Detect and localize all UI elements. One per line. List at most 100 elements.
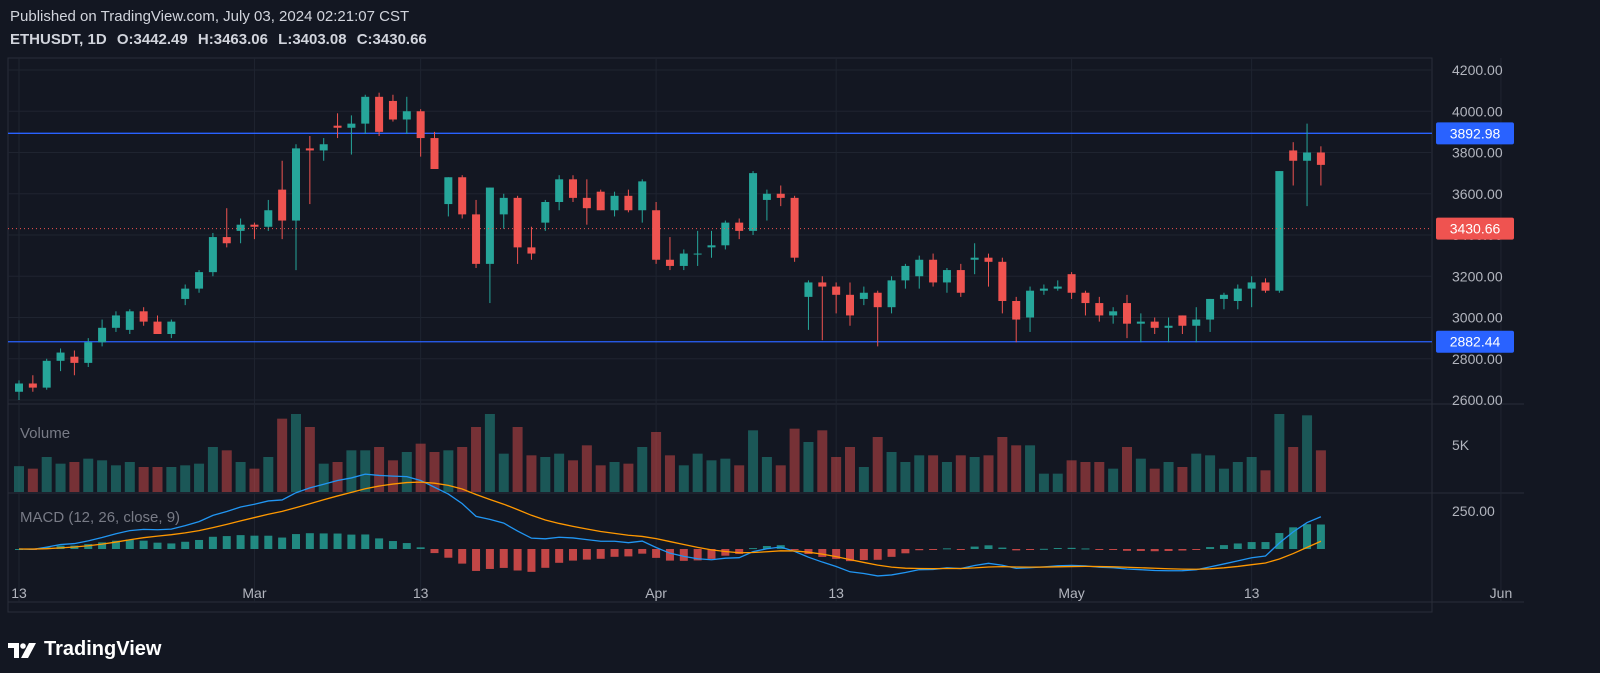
volume-bar — [318, 463, 329, 492]
macd-histogram-bar — [693, 549, 702, 561]
volume-bar — [706, 460, 717, 492]
candle-body — [832, 286, 841, 295]
candle-body — [527, 247, 536, 254]
volume-bar — [817, 430, 828, 492]
volume-bar — [221, 450, 232, 492]
volume-bar — [1108, 468, 1119, 492]
candle-body — [98, 327, 107, 343]
candle-body — [1261, 282, 1270, 291]
macd-histogram-bar — [998, 547, 1007, 549]
candle-body — [665, 259, 674, 266]
candle-body — [998, 261, 1007, 301]
macd-histogram-bar — [1316, 524, 1325, 549]
macd-histogram-bar — [195, 539, 204, 549]
candle-body — [970, 257, 979, 260]
macd-histogram-bar — [569, 549, 577, 561]
candle-body — [846, 294, 854, 316]
time-tick-label: 13 — [1244, 585, 1260, 601]
volume-bar — [720, 458, 731, 492]
candle-body — [42, 360, 51, 388]
volume-bar — [291, 414, 301, 492]
volume-bar — [775, 465, 786, 492]
volume-bar — [526, 455, 537, 492]
close-value: C:3430.66 — [356, 31, 427, 48]
volume-bar — [900, 462, 911, 492]
candle-body — [499, 197, 508, 215]
brand-name: TradingView — [44, 638, 162, 660]
volume-bar — [568, 460, 578, 492]
volume-bar — [761, 457, 772, 492]
candle-body — [444, 177, 453, 205]
volume-bar — [235, 462, 246, 492]
macd-histogram-bar — [84, 544, 93, 549]
time-tick-label: 13 — [11, 585, 27, 601]
macd-histogram-bar — [458, 549, 467, 564]
volume-bar — [692, 453, 703, 492]
volume-bar — [664, 455, 675, 492]
volume-bar — [471, 427, 482, 492]
candle-body — [195, 272, 204, 289]
candle-body — [15, 383, 23, 392]
candle-body — [361, 96, 370, 124]
candle-body — [1219, 294, 1228, 299]
price-tick-label: 4200.00 — [1452, 62, 1503, 78]
volume-bar — [872, 437, 883, 492]
candle-body — [887, 280, 896, 308]
volume-bar — [1191, 453, 1202, 492]
macd-histogram-bar — [818, 549, 827, 557]
macd-histogram-bar — [721, 549, 730, 556]
candle-body — [596, 191, 605, 211]
macd-histogram-bar — [610, 549, 619, 557]
volume-bar — [1038, 473, 1049, 492]
macd-histogram-bar — [846, 549, 854, 562]
tradingview-logo[interactable]: TradingView — [8, 638, 161, 661]
volume-bar — [457, 447, 468, 492]
candle-body — [236, 224, 245, 231]
volume-bar — [1135, 458, 1146, 492]
time-tick-label: May — [1058, 585, 1084, 601]
candle-body — [1316, 152, 1325, 165]
macd-histogram-bar — [1136, 549, 1145, 551]
macd-histogram-bar — [1206, 547, 1215, 549]
volume-bar — [249, 468, 260, 492]
macd-histogram-bar — [735, 549, 744, 554]
macd-histogram-bar — [1026, 549, 1035, 550]
last-price-label: 3430.66 — [1450, 221, 1501, 237]
candle-body — [139, 311, 148, 322]
macd-histogram-bar — [416, 547, 425, 549]
macd-histogram-bar — [1081, 548, 1090, 550]
time-tick-label: Jun — [1490, 585, 1513, 601]
candle-body — [416, 111, 425, 139]
macd-histogram-bar — [513, 549, 522, 571]
candle-body — [624, 195, 633, 211]
macd-histogram-bar — [541, 549, 550, 568]
macd-histogram-bar — [222, 536, 231, 549]
candle-body — [1136, 321, 1145, 324]
macd-histogram-bar — [1303, 524, 1312, 549]
plot-frame — [7, 57, 1433, 613]
candle-body — [485, 187, 494, 264]
signal-line — [18, 481, 1322, 570]
macd-histogram-bar — [1178, 549, 1187, 551]
macd-histogram-bar — [527, 549, 536, 572]
candle-body — [707, 245, 716, 248]
candle-body — [347, 123, 356, 128]
volume-bar — [595, 465, 606, 492]
macd-histogram-bar — [790, 549, 799, 550]
horizontal-levels[interactable] — [8, 132, 1432, 343]
candle-body — [901, 265, 910, 281]
volume-bar — [304, 427, 315, 492]
volume-bar — [1302, 415, 1313, 492]
candle-body — [693, 253, 702, 255]
volume-title: Volume — [20, 425, 70, 442]
macd-histogram-bar — [250, 535, 259, 549]
macd-histogram-bar — [181, 541, 190, 549]
price-tick-label: 3200.00 — [1452, 268, 1503, 284]
macd-histogram-bar — [1150, 549, 1159, 552]
volume-bar — [1218, 468, 1229, 492]
volume-bar — [27, 468, 38, 492]
macd-histogram-bar — [305, 533, 314, 549]
macd-histogram-bar — [1233, 543, 1242, 549]
candle-body — [582, 197, 591, 209]
